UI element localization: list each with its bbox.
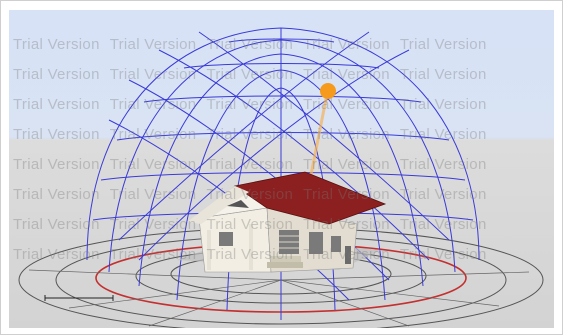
sun-path-scene: [18, 27, 544, 328]
sun-icon: [320, 83, 336, 99]
compass-ticks: [28, 269, 530, 327]
sun-ray: [307, 93, 329, 186]
sun-path-dome: [86, 27, 480, 320]
scale-bar: [44, 295, 114, 301]
sun-path-3d-view: Trial Version Trial Version Trial Version T…: [9, 10, 554, 328]
house-icon: [177, 171, 387, 273]
